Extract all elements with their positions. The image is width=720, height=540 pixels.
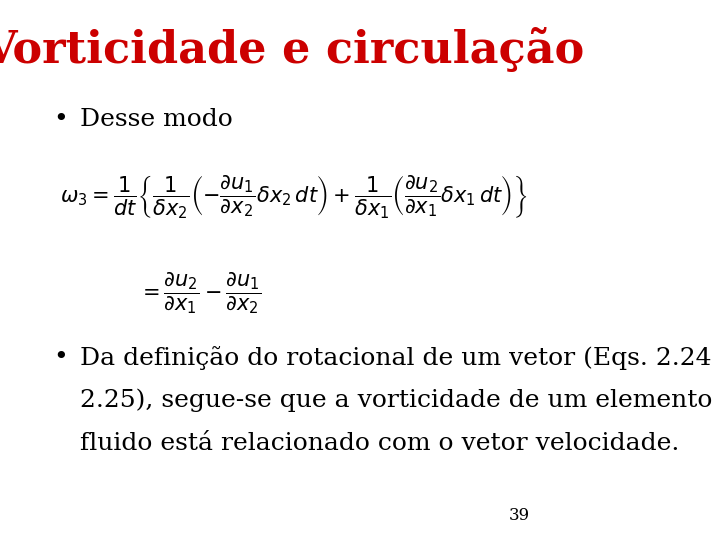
Text: Desse modo: Desse modo: [80, 108, 233, 131]
Text: 2.25), segue-se que a vorticidade de um elemento de: 2.25), segue-se que a vorticidade de um …: [80, 389, 720, 413]
Text: fluido está relacionado com o vetor velocidade.: fluido está relacionado com o vetor velo…: [80, 432, 679, 455]
Text: Da definição do rotacional de um vetor (Eqs. 2.24 e: Da definição do rotacional de um vetor (…: [80, 346, 720, 369]
Text: •: •: [53, 108, 68, 131]
Text: $\omega_3 = \dfrac{1}{dt}\left\{\dfrac{1}{\delta x_2}\left(-\dfrac{\partial u_1}: $\omega_3 = \dfrac{1}{dt}\left\{\dfrac{1…: [60, 173, 528, 220]
Text: •: •: [53, 346, 68, 369]
Text: Vorticidade e circulação: Vorticidade e circulação: [0, 27, 585, 72]
Text: $= \dfrac{\partial u_2}{\partial x_1} - \dfrac{\partial u_1}{\partial x_2}$: $= \dfrac{\partial u_2}{\partial x_1} - …: [138, 270, 262, 316]
Text: 39: 39: [508, 507, 530, 524]
